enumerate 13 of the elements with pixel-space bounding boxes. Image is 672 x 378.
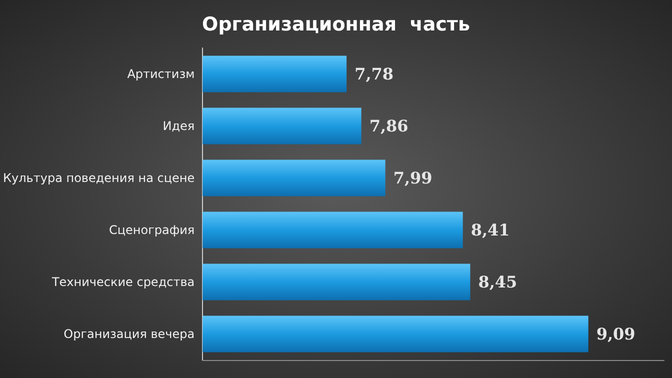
- y-tick-label: Идея: [162, 119, 195, 133]
- data-label: 7,99: [393, 168, 432, 188]
- y-tick-label: Технические средства: [50, 275, 195, 289]
- y-tick-label: Артистизм: [127, 67, 195, 81]
- y-tick-label: Организация вечера: [64, 327, 195, 341]
- data-label: 8,45: [478, 272, 518, 292]
- data-label: 7,86: [369, 116, 408, 136]
- data-label: 8,41: [470, 220, 510, 240]
- y-tick-label: Сценография: [108, 223, 195, 237]
- data-label: 7,78: [354, 64, 394, 84]
- data-label: 9,09: [596, 324, 636, 344]
- chart-title: Организационная часть: [202, 14, 470, 36]
- y-tick-label: Культура поведения на сцене: [2, 171, 195, 185]
